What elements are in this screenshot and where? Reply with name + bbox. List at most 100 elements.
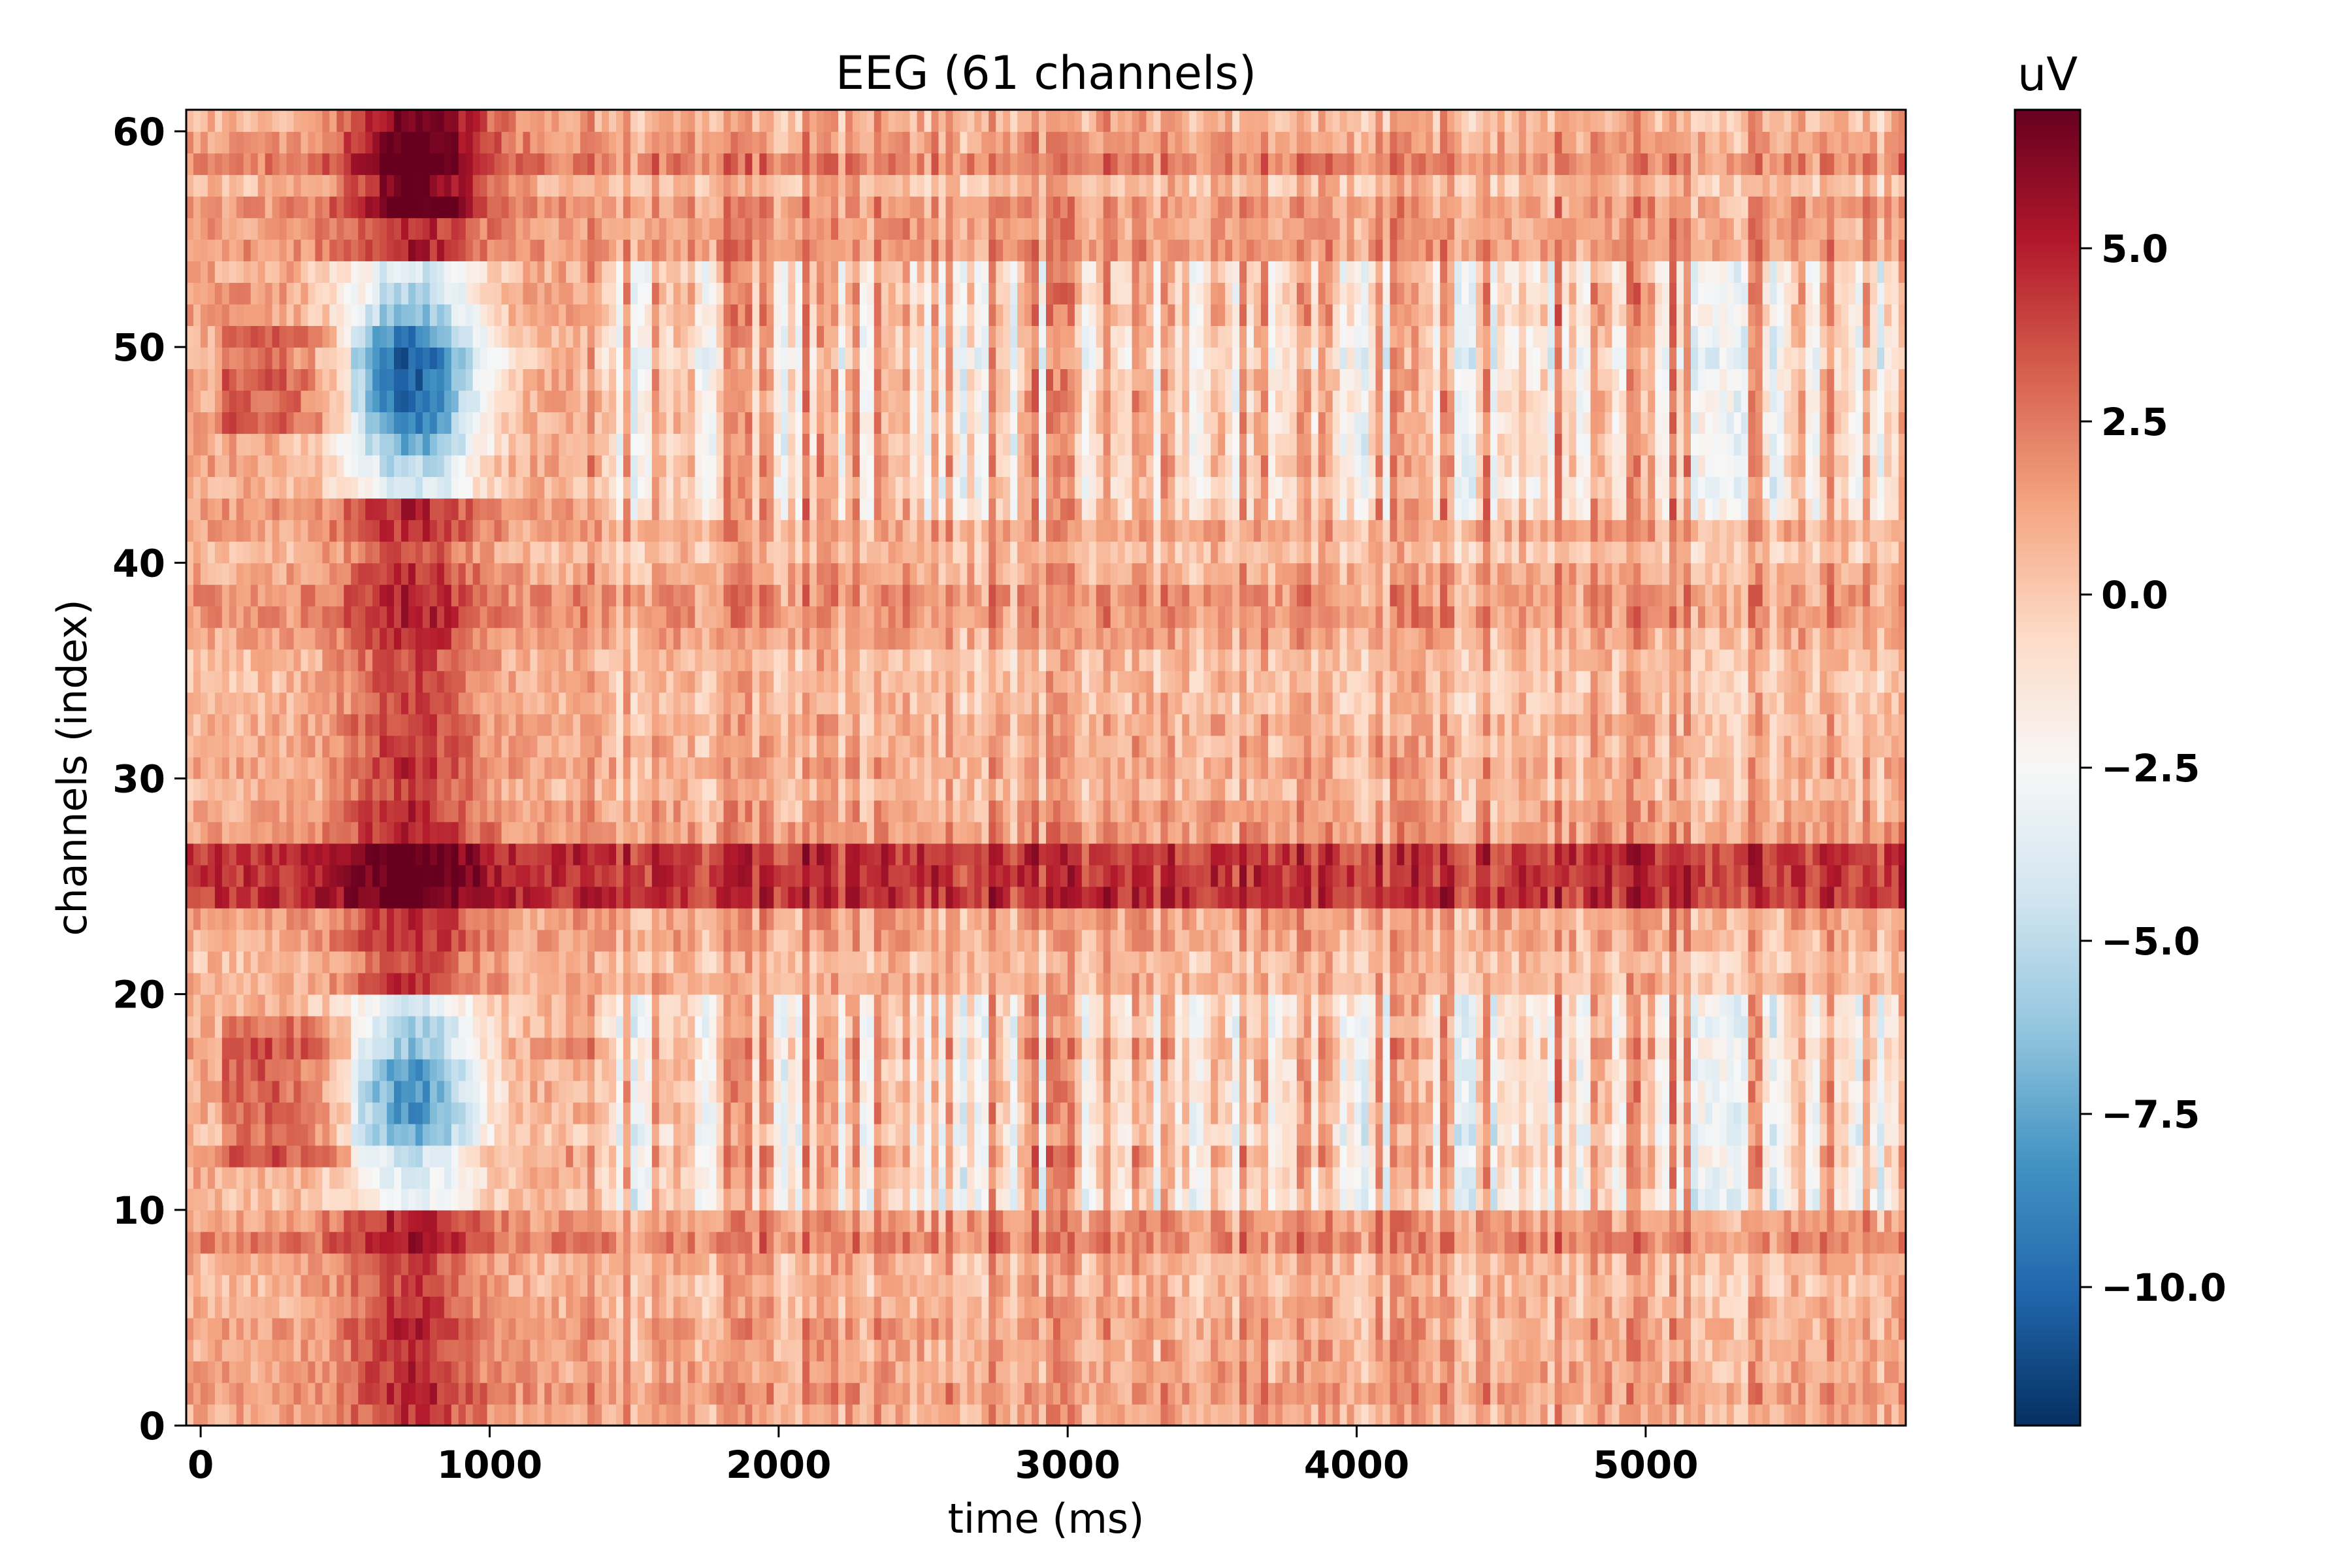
heatmap-cell <box>1347 1209 1355 1232</box>
heatmap-cell <box>1626 1166 1635 1189</box>
heatmap-cell <box>1024 1102 1032 1124</box>
heatmap-cell <box>458 1252 466 1275</box>
heatmap-cell <box>1497 994 1505 1017</box>
heatmap-cell <box>1648 1058 1656 1081</box>
heatmap-cell <box>573 1188 581 1211</box>
heatmap-cell <box>515 1166 524 1189</box>
heatmap-cell <box>680 1403 689 1426</box>
heatmap-cell <box>788 1015 796 1038</box>
heatmap-cell <box>1103 1188 1111 1211</box>
heatmap-cell <box>1354 1102 1362 1124</box>
heatmap-cell <box>1705 1252 1713 1275</box>
heatmap-cell <box>1067 1123 1075 1146</box>
heatmap-cell <box>1569 1145 1577 1168</box>
heatmap-cell <box>766 1058 775 1081</box>
heatmap-cell <box>1899 1296 1906 1318</box>
heatmap-cell <box>702 1231 710 1254</box>
heatmap-cell <box>1261 1317 1269 1340</box>
heatmap-cell <box>1755 1188 1763 1211</box>
heatmap-cell <box>766 1123 775 1146</box>
heatmap-cell <box>960 1145 968 1168</box>
heatmap-cell <box>1282 1015 1290 1038</box>
heatmap-cell <box>817 1058 825 1081</box>
heatmap-cell <box>1124 1145 1133 1168</box>
heatmap-cell <box>616 972 624 995</box>
heatmap-cell <box>831 1015 839 1038</box>
heatmap-cell <box>265 1080 273 1103</box>
heatmap-cell <box>866 1188 875 1211</box>
heatmap-cell <box>221 1274 230 1297</box>
heatmap-cell <box>1146 1015 1154 1038</box>
heatmap-cell <box>945 1209 954 1232</box>
heatmap-cell <box>1547 1058 1556 1081</box>
heatmap-cell <box>537 1382 546 1405</box>
heatmap-cell <box>694 1296 703 1318</box>
heatmap-cell <box>265 1209 273 1232</box>
heatmap-cell <box>336 1296 345 1318</box>
heatmap-cell <box>902 1252 911 1275</box>
heatmap-cell <box>1733 1080 1742 1103</box>
heatmap-cell <box>881 1274 889 1297</box>
heatmap-cell <box>1511 1058 1520 1081</box>
heatmap-cell <box>1382 994 1391 1017</box>
heatmap-cell <box>745 1360 753 1383</box>
heatmap-cell <box>1877 1317 1885 1340</box>
heatmap-cell <box>537 1317 546 1340</box>
heatmap-cell <box>1748 1102 1756 1124</box>
heatmap-cell <box>781 1058 789 1081</box>
heatmap-cell <box>436 1360 445 1383</box>
heatmap-cell <box>1196 1209 1205 1232</box>
heatmap-cell <box>1418 1231 1427 1254</box>
heatmap-cell <box>1705 1145 1713 1168</box>
heatmap-cell <box>1081 1296 1090 1318</box>
heatmap-cell <box>551 1058 560 1081</box>
heatmap-cell <box>866 1339 875 1362</box>
heatmap-cell <box>308 1166 316 1189</box>
heatmap-cell <box>1110 1080 1119 1103</box>
heatmap-cell <box>1805 994 1814 1017</box>
heatmap-cell <box>1010 1188 1018 1211</box>
heatmap-cell <box>774 1231 782 1254</box>
heatmap-cell <box>1339 1382 1348 1405</box>
heatmap-cell <box>1017 1274 1025 1297</box>
heatmap-cell <box>272 1231 280 1254</box>
heatmap-cell <box>1662 1274 1670 1297</box>
heatmap-cell <box>745 1037 753 1060</box>
heatmap-cell <box>1318 1317 1326 1340</box>
heatmap-cell <box>1884 1166 1892 1189</box>
heatmap-cell <box>673 1403 681 1426</box>
heatmap-cell <box>1074 1166 1083 1189</box>
heatmap-cell <box>1103 1015 1111 1038</box>
heatmap-cell <box>1261 1403 1269 1426</box>
heatmap-cell <box>214 1166 223 1189</box>
heatmap-cell <box>766 1382 775 1405</box>
heatmap-cell <box>429 1339 438 1362</box>
heatmap-cell <box>566 1209 574 1232</box>
heatmap-cell <box>358 994 366 1017</box>
heatmap-cell <box>301 1403 309 1426</box>
heatmap-cell <box>881 1145 889 1168</box>
heatmap-cell <box>1848 1339 1857 1362</box>
heatmap-cell <box>1261 1296 1269 1318</box>
heatmap-cell <box>730 1317 739 1340</box>
heatmap-cell <box>322 1145 331 1168</box>
heatmap-cell <box>336 994 345 1017</box>
heatmap-cell <box>1203 1166 1212 1189</box>
heatmap-cell <box>1168 1209 1176 1232</box>
heatmap-cell <box>1705 1015 1713 1038</box>
heatmap-cell <box>1697 1296 1706 1318</box>
heatmap-cell <box>1490 1231 1498 1254</box>
heatmap-cell <box>1691 1015 1699 1038</box>
heatmap-cell <box>1705 1166 1713 1189</box>
heatmap-cell <box>1518 1296 1527 1318</box>
heatmap-cell <box>902 1037 911 1060</box>
heatmap-cell <box>1318 1058 1326 1081</box>
heatmap-cell <box>1482 1188 1491 1211</box>
heatmap-cell <box>387 1231 395 1254</box>
heatmap-cell <box>322 1339 331 1362</box>
heatmap-cell <box>1526 1317 1534 1340</box>
heatmap-cell <box>272 1382 280 1405</box>
heatmap-cell <box>1053 1382 1061 1405</box>
heatmap-cell <box>1891 1360 1899 1383</box>
heatmap-cell <box>1225 1296 1233 1318</box>
